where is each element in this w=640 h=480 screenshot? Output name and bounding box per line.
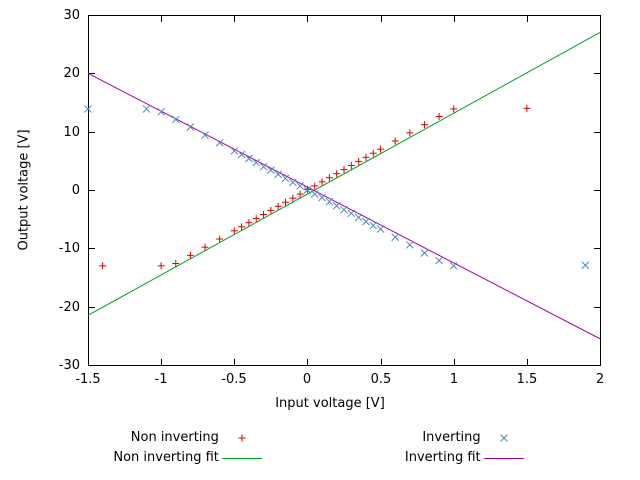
legend-item-non-inverting-fit: Non inverting fit [113, 449, 265, 466]
fit-line [87, 31, 601, 316]
x-tick-label: -1 [155, 372, 168, 387]
series-inverting [84, 105, 590, 270]
y-tick-label: 30 [63, 8, 80, 23]
fit-line [87, 72, 601, 340]
line-sample-icon [219, 450, 265, 466]
cross-marker-icon [481, 430, 527, 446]
x-tick-label: -1.5 [75, 372, 100, 387]
y-tick-label: 10 [63, 125, 80, 140]
y-axis-title: Output voltage [V] [16, 129, 32, 251]
y-tick-label: -20 [59, 300, 80, 315]
series-non-inverting [99, 104, 531, 270]
x-tick-label: -0.5 [221, 372, 246, 387]
y-tick-label: 0 [72, 183, 80, 198]
legend-column-left: Non inverting Non inverting fit [113, 429, 265, 466]
x-tick-label: 1 [450, 372, 458, 387]
x-tick-label: 0.5 [371, 372, 392, 387]
y-tick-label: -30 [59, 358, 80, 373]
legend: Non inverting Non inverting fit Invertin… [0, 429, 640, 466]
y-tick-label: -10 [59, 241, 80, 256]
legend-label-inverting-fit: Inverting fit [404, 450, 481, 465]
y-tick-label: 20 [63, 66, 80, 81]
plus-marker-icon [219, 430, 265, 446]
x-tick-label: 0 [303, 372, 311, 387]
legend-item-inverting-fit: Inverting fit [405, 449, 527, 466]
legend-label-non-inverting: Non inverting [130, 430, 219, 445]
x-tick-label: 2 [596, 372, 604, 387]
legend-label-inverting: Inverting [422, 430, 481, 445]
x-tick-label: 1.5 [517, 372, 538, 387]
x-axis-title: Input voltage [V] [275, 396, 385, 411]
line-sample-icon [481, 450, 527, 466]
legend-label-non-inverting-fit: Non inverting fit [113, 450, 219, 465]
legend-item-non-inverting: Non inverting [113, 429, 265, 446]
legend-item-inverting: Inverting [405, 429, 527, 446]
legend-column-right: Inverting Inverting fit [405, 429, 527, 466]
plot-border [88, 15, 601, 366]
